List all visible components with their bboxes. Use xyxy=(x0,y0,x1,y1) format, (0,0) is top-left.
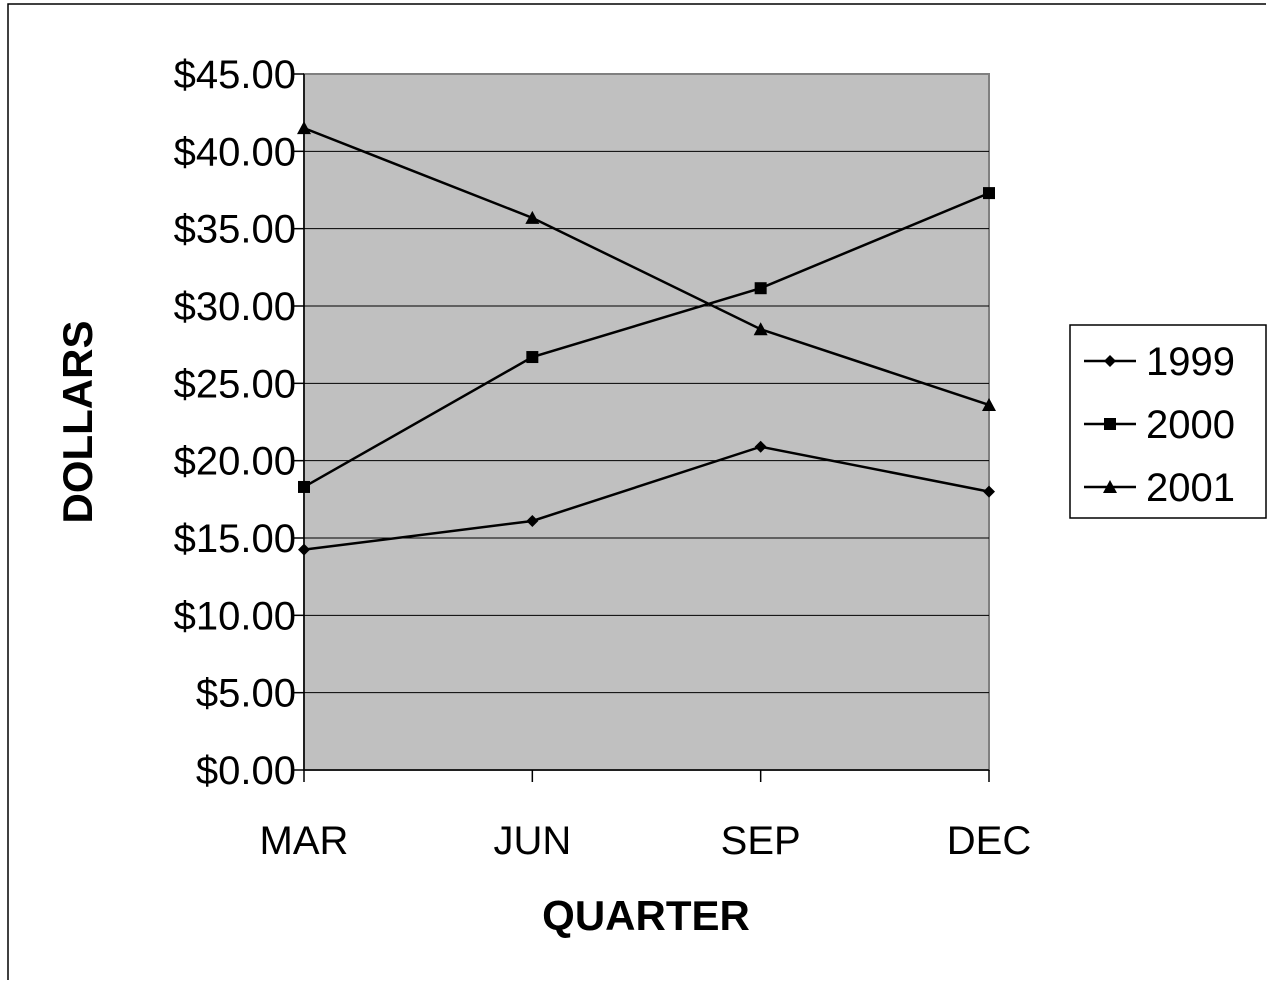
x-tick-label: MAR xyxy=(260,819,349,863)
series-2000 xyxy=(298,187,995,493)
x-axis-title: QUARTER xyxy=(542,892,750,939)
legend-label: 2000 xyxy=(1146,403,1235,447)
y-tick-label: $35.00 xyxy=(174,208,296,252)
y-tick-label: $30.00 xyxy=(174,285,296,329)
y-tick-label: $45.00 xyxy=(174,53,296,97)
data-point xyxy=(526,514,539,527)
data-point xyxy=(753,322,768,336)
legend-item: 2000 xyxy=(1084,403,1235,447)
series-line xyxy=(303,445,990,551)
legend-marker xyxy=(1104,355,1116,367)
y-tick-label: $15.00 xyxy=(174,517,296,561)
series-layer xyxy=(297,121,996,556)
data-point xyxy=(982,397,996,411)
chart-frame xyxy=(7,3,1266,980)
legend-item: 1999 xyxy=(1084,340,1235,384)
x-axis: MAR JUN SEP DEC xyxy=(260,769,1031,863)
y-axis: $0.00 $5.00 $10.00 $15.00 $20.00 $25.00 $30.00… xyxy=(174,53,305,793)
series-1999 xyxy=(298,440,995,556)
legend-label: 1999 xyxy=(1146,340,1235,384)
legend: 1999 2000 2001 xyxy=(1069,324,1267,519)
gridlines xyxy=(304,150,989,694)
data-point xyxy=(754,282,767,295)
x-tick-label: DEC xyxy=(947,819,1031,863)
data-point xyxy=(525,210,540,224)
y-tick-label: $25.00 xyxy=(174,362,296,406)
legend-item: 2001 xyxy=(1084,466,1235,510)
plot-area xyxy=(303,73,990,771)
series-2001 xyxy=(297,121,996,411)
legend-label: 2001 xyxy=(1146,466,1235,510)
legend-marker xyxy=(1103,480,1117,493)
x-tick-label: JUN xyxy=(493,819,571,863)
data-point xyxy=(298,543,310,556)
data-point xyxy=(298,480,310,493)
y-tick-label: $5.00 xyxy=(196,672,296,716)
x-tick-label: SEP xyxy=(721,819,801,863)
data-point xyxy=(983,187,995,200)
y-tick-label: $20.00 xyxy=(174,440,296,484)
data-point xyxy=(983,485,995,498)
series-line xyxy=(303,126,990,407)
legend-marker xyxy=(1104,418,1116,430)
data-point xyxy=(297,121,311,135)
y-tick-label: $40.00 xyxy=(174,130,296,174)
y-tick-label: $10.00 xyxy=(174,594,296,638)
data-point xyxy=(754,440,767,453)
y-axis-title: DOLLARS xyxy=(54,321,101,524)
data-point xyxy=(526,351,539,364)
series-line xyxy=(303,191,990,489)
y-tick-label: $0.00 xyxy=(196,749,296,793)
